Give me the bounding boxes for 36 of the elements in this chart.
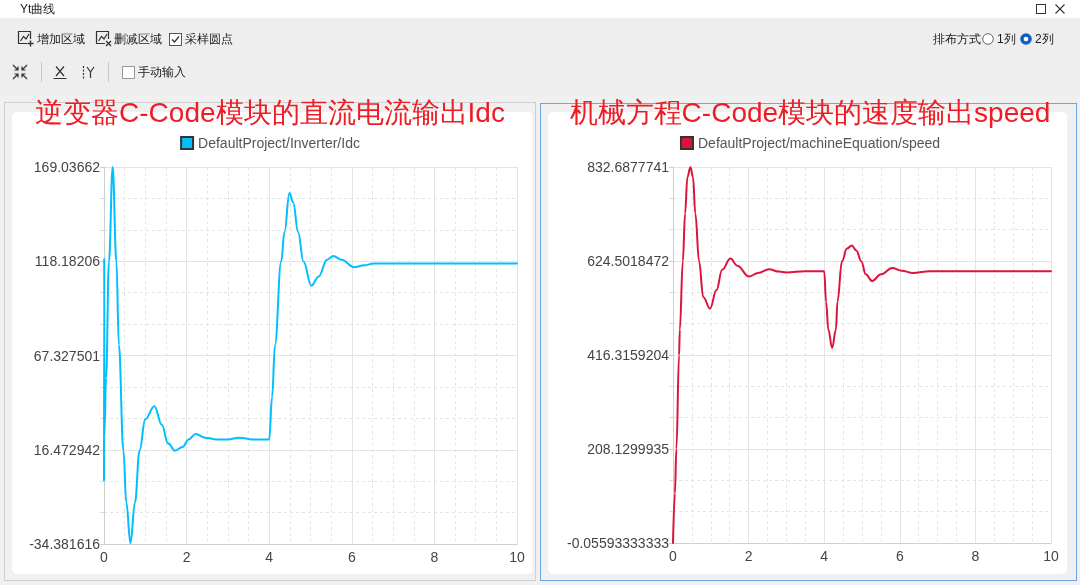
text: Yt曲线	[20, 2, 56, 16]
x-tick-label: 0	[100, 549, 109, 565]
legend-label: DefaultProject/machineEquation/speed	[697, 135, 941, 151]
line-series	[103, 166, 518, 545]
y-tick-label: -0.05593333333	[567, 535, 670, 551]
text: 删减区域	[114, 32, 162, 46]
x-tick-label: 6	[895, 548, 904, 564]
x-tick-label: 4	[820, 548, 829, 564]
line-series	[672, 166, 1052, 544]
x-tick-label: 0	[669, 548, 678, 564]
chart-title: 机械方程C-Code模块的速度输出speed	[569, 96, 1051, 128]
x-tick-label: 8	[430, 549, 439, 565]
text: 手动输入	[138, 65, 186, 79]
x-tick-label: 2	[744, 548, 753, 564]
x-tick-label: 10	[1043, 548, 1059, 564]
text: 1列	[997, 32, 1016, 46]
chart-title: 逆变器C-Code模块的直流电流输出Idc	[35, 96, 505, 128]
text: 排布方式	[933, 32, 981, 46]
text: 2列	[1035, 32, 1054, 46]
y-tick-label: 624.5018472	[587, 253, 670, 269]
y-tick-label: 118.18206	[34, 253, 101, 270]
y-tick-label: 208.1299935	[587, 441, 670, 457]
y-tick-label: 67.327501	[33, 347, 101, 364]
y-tick-label: 16.472942	[33, 441, 101, 458]
x-tick-label: 4	[265, 549, 274, 565]
y-tick-label: 832.6877741	[587, 159, 670, 175]
y-tick-label: -34.381616	[29, 536, 101, 552]
text: 增加区域	[37, 32, 85, 46]
x-tick-label: 6	[347, 549, 356, 565]
y-tick-label: 416.3159204	[587, 347, 670, 363]
legend-label: DefaultProject/Inverter/Idc	[198, 135, 360, 151]
text: 采样圆点	[185, 32, 233, 46]
x-tick-label: 8	[971, 548, 980, 564]
x-tick-label: 2	[182, 549, 191, 565]
x-tick-label: 10	[509, 549, 525, 565]
y-tick-label: 169.03662	[33, 159, 101, 175]
